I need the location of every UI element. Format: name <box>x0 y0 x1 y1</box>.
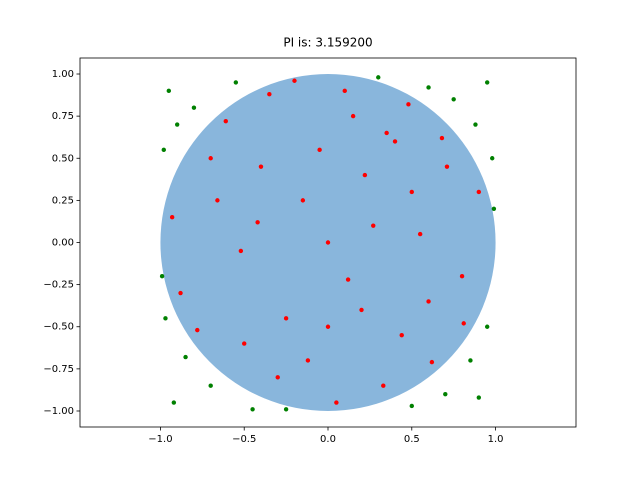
x-tick-label: 0.5 <box>404 434 420 445</box>
point <box>166 88 172 94</box>
point <box>371 223 376 228</box>
point <box>275 375 280 380</box>
point <box>459 273 465 279</box>
point <box>376 75 381 80</box>
y-tick-label: −0.50 <box>43 322 74 333</box>
point <box>223 118 228 124</box>
point <box>490 156 495 161</box>
y-tick-label: −0.75 <box>43 364 74 375</box>
point <box>283 407 289 412</box>
chart-title: PI is: 3.159200 <box>283 36 372 50</box>
point <box>161 147 166 153</box>
point <box>451 97 456 102</box>
point <box>238 248 244 254</box>
point <box>439 135 445 141</box>
y-tick-label: −1.00 <box>43 406 74 417</box>
y-tick-label: 0.50 <box>52 153 74 164</box>
point <box>292 78 297 83</box>
point <box>169 215 175 220</box>
point <box>208 383 213 388</box>
point <box>406 102 411 107</box>
point <box>250 407 255 412</box>
point <box>174 122 180 127</box>
point <box>426 299 431 304</box>
y-tick-label: 0.25 <box>52 195 74 206</box>
point <box>429 359 435 365</box>
y-tick-label: 0.75 <box>52 111 74 122</box>
point <box>384 130 389 136</box>
y-tick-label: 1.00 <box>52 69 74 80</box>
point <box>473 122 478 127</box>
y-tick-label: 0.00 <box>52 238 74 249</box>
x-tick-label: 1.0 <box>488 434 504 445</box>
point <box>178 290 183 296</box>
point <box>283 316 289 321</box>
point <box>258 164 264 169</box>
point <box>242 341 247 346</box>
x-tick-label: 0.0 <box>320 434 336 445</box>
point <box>362 172 368 178</box>
point <box>325 240 331 245</box>
point <box>195 327 200 333</box>
point <box>171 400 177 405</box>
point <box>444 164 450 169</box>
point <box>342 88 347 94</box>
point <box>491 206 497 212</box>
point <box>183 354 188 360</box>
point <box>159 273 165 279</box>
point <box>392 139 398 144</box>
point <box>334 400 339 405</box>
point <box>345 277 351 282</box>
point <box>409 189 414 195</box>
point <box>233 80 239 85</box>
point <box>208 156 213 161</box>
point <box>267 92 272 97</box>
point <box>215 198 220 203</box>
x-tick-label: −1.0 <box>148 434 172 445</box>
point <box>381 383 386 388</box>
point <box>305 358 311 363</box>
point <box>443 391 448 397</box>
x-tick-label: −0.5 <box>232 434 256 445</box>
point <box>468 358 473 363</box>
point <box>484 80 490 85</box>
point <box>325 324 331 329</box>
point <box>359 307 364 313</box>
point <box>461 321 466 326</box>
point <box>409 403 414 409</box>
point <box>417 231 423 237</box>
point <box>476 189 482 195</box>
point <box>255 220 260 225</box>
point <box>317 147 322 153</box>
point <box>426 85 431 90</box>
point <box>484 324 490 329</box>
point <box>300 198 306 203</box>
point <box>399 332 404 338</box>
point <box>191 105 197 110</box>
y-tick-label: −0.25 <box>43 280 74 291</box>
point <box>163 316 168 321</box>
point <box>350 113 356 119</box>
point <box>476 395 482 400</box>
